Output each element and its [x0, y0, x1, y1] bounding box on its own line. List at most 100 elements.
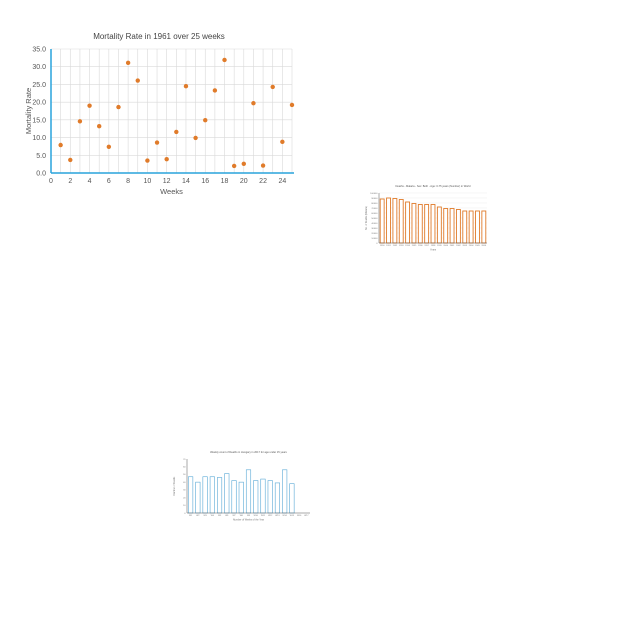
data-point	[77, 119, 83, 124]
bar	[217, 477, 223, 514]
x-tick-label: 16	[201, 178, 209, 185]
bar	[202, 476, 208, 514]
x-tick-label: W4	[211, 515, 215, 517]
chart-title: Weekly count of Deaths in Hungary in 201…	[210, 450, 287, 454]
x-tick-label: 12	[163, 178, 171, 185]
x-tick-label: 22	[259, 178, 267, 185]
bar	[475, 210, 480, 244]
data-point	[68, 157, 73, 163]
bar	[231, 480, 237, 514]
data-point	[125, 60, 131, 66]
x-tick-label: W6	[225, 515, 229, 517]
bar	[209, 476, 215, 514]
x-tick-label: 1991	[386, 245, 391, 247]
x-tick-label: 2000	[443, 245, 448, 247]
x-tick-label: 2001	[450, 245, 455, 247]
bar	[417, 204, 423, 244]
y-tick-label: 80000	[371, 203, 378, 205]
x-tick-label: W9	[247, 515, 251, 517]
y-tick-label: 30	[183, 490, 186, 492]
y-tick-label: 0	[184, 513, 186, 515]
bar	[405, 201, 411, 244]
y-tick-label: 30000	[371, 228, 378, 230]
y-tick-label: 40000	[371, 223, 378, 225]
x-tick-label: W7	[232, 515, 236, 517]
x-tick-label: 2002	[456, 245, 461, 247]
x-tick-label: W1	[189, 515, 193, 517]
x-tick-label: 2006	[482, 245, 487, 247]
x-tick-label: W3	[204, 515, 208, 517]
y-tick-label: 60	[183, 467, 186, 469]
data-point	[203, 118, 208, 123]
y-tick-label: 10000	[371, 238, 378, 240]
x-tick-label: 1997	[424, 245, 429, 247]
x-tick-label: W15	[290, 515, 295, 517]
x-tick-label: W2	[196, 515, 200, 517]
x-axis-label: Number of Weeks of the Year	[233, 519, 264, 522]
x-axis-label: Years	[430, 249, 437, 252]
data-point	[183, 84, 189, 89]
y-tick-label: 25.0	[32, 82, 46, 89]
bar	[449, 208, 455, 244]
data-point	[116, 104, 121, 110]
data-point	[164, 156, 169, 162]
bar	[443, 208, 449, 244]
y-tick-label: 40	[183, 482, 186, 484]
data-point	[58, 142, 63, 148]
x-tick-label: 0	[49, 178, 53, 185]
data-point	[174, 129, 179, 135]
bar	[195, 481, 201, 514]
data-point	[231, 163, 237, 169]
y-tick-label: 0.0	[36, 171, 46, 178]
x-tick-label: W13	[275, 515, 280, 517]
bar	[260, 478, 266, 514]
data-point	[97, 124, 102, 129]
x-tick-label: 1995	[412, 245, 417, 247]
bar	[468, 210, 474, 244]
y-tick-label: 5.0	[36, 153, 46, 160]
y-axis-label: Number of Deaths	[173, 476, 176, 495]
bar	[188, 476, 194, 514]
bar	[379, 198, 385, 244]
y-tick-label: 20	[183, 497, 186, 499]
x-tick-label: 2	[68, 178, 72, 185]
bar	[238, 481, 244, 514]
x-tick-label: 1994	[405, 245, 410, 247]
chart-title: Mortality Rate in 1961 over 25 weeks	[93, 32, 225, 41]
bar	[398, 199, 404, 244]
bar	[392, 198, 398, 244]
x-tick-label: 18	[221, 178, 229, 185]
data-point	[260, 163, 266, 168]
y-tick-label: 70	[183, 459, 186, 461]
x-tick-label: W16	[297, 515, 302, 517]
bar	[462, 210, 468, 244]
x-axis-label: Weeks	[160, 187, 183, 196]
y-tick-label: 50	[183, 474, 186, 476]
y-axis-label: No. of Deaths (Malaria)	[365, 206, 368, 230]
bar	[436, 206, 442, 244]
y-tick-label: 70000	[371, 208, 378, 210]
data-point	[212, 88, 218, 93]
x-tick-label: 24	[278, 178, 286, 185]
x-tick-label: 2003	[462, 245, 467, 247]
data-point	[87, 103, 92, 108]
bar	[245, 469, 252, 514]
x-tick-label: W8	[240, 515, 244, 517]
bar	[282, 469, 288, 514]
data-point	[106, 144, 112, 149]
x-tick-label: W10	[254, 515, 259, 517]
data-point	[154, 140, 160, 145]
x-tick-label: 1993	[399, 245, 404, 247]
y-tick-label: 15.0	[32, 117, 46, 124]
x-tick-label: 1996	[418, 245, 423, 247]
bar	[430, 204, 436, 244]
data-point	[241, 161, 246, 166]
x-tick-label: 4	[88, 178, 92, 185]
y-tick-label: 35.0	[32, 47, 46, 54]
data-point	[251, 101, 256, 106]
x-tick-label: 1999	[437, 245, 442, 247]
x-tick-label: W12	[268, 515, 273, 517]
y-tick-label: 30.0	[32, 64, 46, 71]
data-point	[145, 158, 150, 163]
x-tick-label: 1992	[393, 245, 398, 247]
